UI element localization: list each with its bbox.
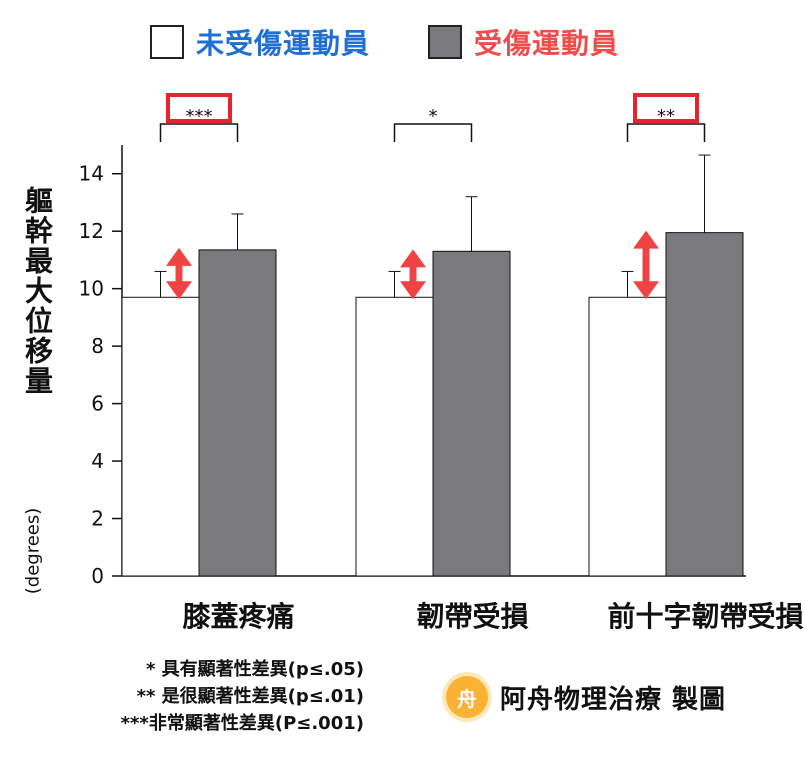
difference-arrow-head-up xyxy=(400,249,426,268)
y-tick-label: 14 xyxy=(79,162,104,186)
watermark-text: 阿舟物理治療 製圖 xyxy=(500,684,727,715)
difference-arrow-head-up xyxy=(166,247,192,266)
bar-uninjured xyxy=(355,296,434,577)
difference-arrow-head-down xyxy=(166,281,192,300)
bar-injured xyxy=(432,250,511,577)
significance-bracket xyxy=(393,123,473,142)
significance-highlight-box xyxy=(633,93,699,123)
y-tick-label: 10 xyxy=(79,277,104,301)
y-tick-label: 8 xyxy=(91,334,104,358)
significance-label: * xyxy=(429,106,438,127)
category-label: 韌帶受損 xyxy=(416,600,528,633)
y-tick-label: 4 xyxy=(91,449,104,473)
legend: 未受傷運動員 受傷運動員 xyxy=(150,22,677,62)
legend-label-uninjured: 未受傷運動員 xyxy=(196,27,371,60)
y-tick-label: 12 xyxy=(79,219,104,243)
bar-uninjured xyxy=(121,296,200,577)
bar-injured xyxy=(198,249,277,577)
boat-logo-icon: 舟 xyxy=(446,676,488,718)
significance-bracket xyxy=(159,123,239,142)
footnote-3: ***非常顯著性差異(P≤.001) xyxy=(120,713,364,734)
footnote-2: ** 是很顯著性差異(p≤.01) xyxy=(136,686,364,707)
y-tick-label: 0 xyxy=(91,564,104,588)
category-label: 膝蓋疼痛 xyxy=(181,600,294,633)
y-tick-label: 2 xyxy=(91,507,104,531)
legend-item-uninjured: 未受傷運動員 xyxy=(150,22,370,62)
legend-swatch-injured xyxy=(428,25,463,59)
difference-arrow-head-up xyxy=(633,230,659,249)
bar-injured xyxy=(665,232,744,577)
y-axis-label: 軀幹最大位移量 xyxy=(18,186,54,400)
significance-highlight-box xyxy=(166,93,232,123)
difference-arrow-head-down xyxy=(633,281,659,300)
significance-bracket xyxy=(626,123,706,142)
significance-label: *** xyxy=(186,106,213,127)
footnote-1: * 具有顯著性差異(p≤.05) xyxy=(146,659,364,680)
significance-label: ** xyxy=(657,106,675,127)
bar-uninjured xyxy=(588,296,667,577)
legend-label-injured: 受傷運動員 xyxy=(474,27,620,60)
y-tick-label: 6 xyxy=(91,392,104,416)
significance-footnotes: * 具有顯著性差異(p≤.05) ** 是很顯著性差異(p≤.01) ***非常… xyxy=(44,656,364,737)
legend-swatch-uninjured xyxy=(150,25,184,59)
category-label: 前十字韌帶受損 xyxy=(607,600,803,633)
legend-item-injured: 受傷運動員 xyxy=(428,22,619,62)
y-axis-label-text: 軀幹最大位移量 xyxy=(21,186,54,396)
difference-arrow-head-down xyxy=(400,281,426,300)
watermark: 舟 阿舟物理治療 製圖 xyxy=(446,676,726,718)
